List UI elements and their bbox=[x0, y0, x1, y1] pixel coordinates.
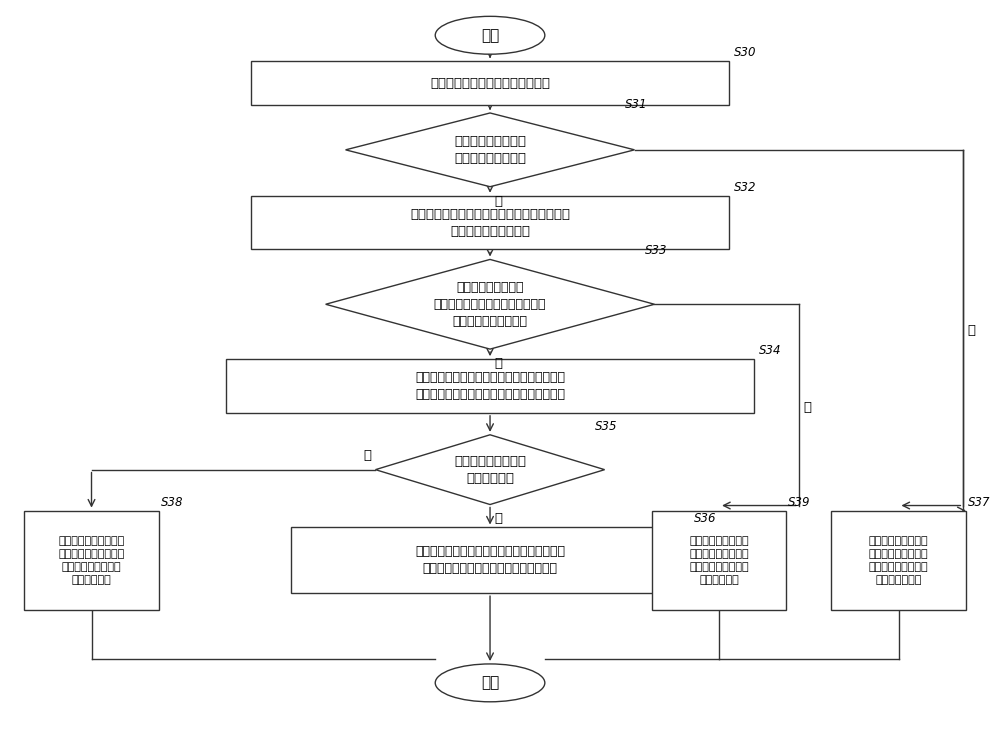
Ellipse shape bbox=[435, 17, 545, 54]
Polygon shape bbox=[326, 259, 654, 349]
Text: 根据设定时段内压力的压力面积和压力位置的
变化频率和变化幅度确定监测对象的体动状态: 根据设定时段内压力的压力面积和压力位置的 变化频率和变化幅度确定监测对象的体动状… bbox=[415, 371, 565, 401]
Text: 否: 否 bbox=[363, 449, 371, 461]
FancyBboxPatch shape bbox=[652, 510, 786, 610]
FancyBboxPatch shape bbox=[251, 61, 729, 105]
FancyBboxPatch shape bbox=[291, 528, 689, 593]
Text: 是: 是 bbox=[494, 357, 502, 370]
Text: S34: S34 bbox=[759, 344, 782, 357]
Text: 否: 否 bbox=[803, 401, 811, 414]
Text: S35: S35 bbox=[595, 420, 617, 433]
Text: 根据算法判断压力的
压力值、压力面积和压力位置是否
符合监测对象腿部特征: 根据算法判断压力的 压力值、压力面积和压力位置是否 符合监测对象腿部特征 bbox=[434, 280, 546, 328]
Text: 生成监测对象不在床
的提示信息，并将提
示信息推送至与监测
装置连接的终端: 生成监测对象不在床 的提示信息，并将提 示信息推送至与监测 装置连接的终端 bbox=[869, 535, 928, 585]
Text: 判断监测对象是否在
内置监测装置的床上: 判断监测对象是否在 内置监测装置的床上 bbox=[454, 135, 526, 165]
Text: S39: S39 bbox=[788, 495, 811, 508]
Text: S37: S37 bbox=[968, 495, 990, 508]
Text: S33: S33 bbox=[644, 244, 667, 257]
Text: 检测设定时段内监测对象在床上压力的压力值
、压力面积和压力位置: 检测设定时段内监测对象在床上压力的压力值 、压力面积和压力位置 bbox=[410, 207, 570, 238]
Text: 生成监测对象有异常体动的风险提示信息，并
将提示信息推送至与监测装置连接的终端: 生成监测对象有异常体动的风险提示信息，并 将提示信息推送至与监测装置连接的终端 bbox=[415, 545, 565, 575]
Text: S31: S31 bbox=[625, 98, 647, 111]
Text: 开始: 开始 bbox=[481, 28, 499, 43]
Text: 生成监测对象正常体动
的提示信息，并将提示
信息推送至与监测装
置连接的终端: 生成监测对象正常体动 的提示信息，并将提示 信息推送至与监测装 置连接的终端 bbox=[58, 535, 125, 585]
FancyBboxPatch shape bbox=[251, 196, 729, 250]
Polygon shape bbox=[346, 113, 635, 187]
FancyBboxPatch shape bbox=[24, 510, 159, 610]
Text: 是: 是 bbox=[494, 195, 502, 207]
Text: 是: 是 bbox=[494, 513, 502, 526]
Text: 结束: 结束 bbox=[481, 676, 499, 691]
Text: S38: S38 bbox=[161, 495, 183, 508]
FancyBboxPatch shape bbox=[226, 359, 754, 413]
Text: S32: S32 bbox=[734, 181, 757, 194]
Text: 判断监测对象的体动
状态是否异常: 判断监测对象的体动 状态是否异常 bbox=[454, 455, 526, 485]
FancyBboxPatch shape bbox=[831, 510, 966, 610]
Polygon shape bbox=[375, 435, 605, 504]
Text: 否: 否 bbox=[967, 323, 975, 337]
Ellipse shape bbox=[435, 664, 545, 702]
Text: 监测装置采集监测对象的压力信号: 监测装置采集监测对象的压力信号 bbox=[430, 77, 550, 90]
Text: 生成监测对象在床的
提示信息，并将提示
信息推送至与监测装
置连接的终端: 生成监测对象在床的 提示信息，并将提示 信息推送至与监测装 置连接的终端 bbox=[689, 535, 749, 585]
Text: S30: S30 bbox=[734, 46, 757, 59]
Text: S36: S36 bbox=[694, 513, 717, 526]
